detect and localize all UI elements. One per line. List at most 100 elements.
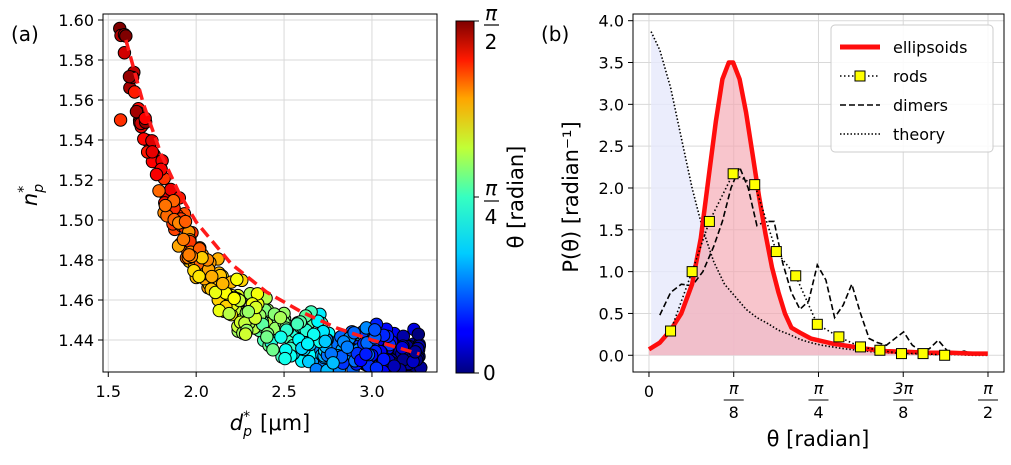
legend: ellipsoids rods dimers theory <box>830 24 994 153</box>
y-tick-label: 1.56 <box>58 91 94 110</box>
scatter-point <box>340 340 355 354</box>
x-tick-label: 0 <box>644 382 654 401</box>
panel-a-points <box>113 21 428 394</box>
x-tick-numerator: π <box>729 379 739 398</box>
theory-line <box>650 31 988 357</box>
x-tick-label: 2.5 <box>271 382 296 401</box>
scatter-point <box>411 327 426 341</box>
y-tick-label: 1.60 <box>58 11 94 30</box>
scatter-point <box>238 327 253 341</box>
scatter-point <box>205 269 219 284</box>
x-tick-label: 1.5 <box>96 382 121 401</box>
scatter-point <box>290 317 305 331</box>
scatter-point <box>122 69 137 84</box>
panel-label-b: (b) <box>541 22 569 46</box>
ellipsoids-area <box>648 62 988 356</box>
scatter-point <box>377 352 391 367</box>
rods-marker <box>703 215 715 227</box>
y-tick-label: 3.0 <box>599 95 624 114</box>
scatter-point <box>403 370 412 372</box>
scatter-point <box>300 337 315 351</box>
x-tick-denominator: 8 <box>729 403 739 422</box>
svg-text:2: 2 <box>485 30 498 54</box>
y-tick-label: 1.52 <box>58 171 94 190</box>
svg-text:π: π <box>485 1 498 25</box>
y-tick-label: 4.0 <box>599 12 624 31</box>
panel-a-ylabel: n*p <box>16 184 47 206</box>
scatter-point <box>230 272 244 287</box>
y-tick-label: 1.0 <box>599 263 624 282</box>
x-tick-label: 2.0 <box>183 382 208 401</box>
scatter-point <box>332 374 344 386</box>
scatter-point <box>368 323 382 337</box>
x-tick-denominator: 2 <box>983 403 993 422</box>
rods-marker <box>895 348 907 360</box>
scatter-point <box>326 356 340 370</box>
x-tick-numerator: 3π <box>893 379 913 398</box>
scatter-point <box>274 330 288 344</box>
colorbar-tick-0: 0 <box>483 361 496 385</box>
y-tick-label: 1.48 <box>58 251 94 270</box>
y-tick-label: 1.46 <box>58 291 94 310</box>
rods-marker <box>833 331 845 343</box>
svg-text:π: π <box>485 176 498 200</box>
scatter-point <box>307 327 321 342</box>
rods-marker <box>770 246 782 258</box>
y-tick-label: 0.0 <box>599 346 624 365</box>
scatter-point <box>227 291 241 306</box>
scatter-point <box>152 184 166 198</box>
panel-a-ticks: 1.5 2.0 2.5 3.0 1.44 1.46 1.48 1.50 1.52 1.54 1.56… <box>58 11 384 401</box>
panel-a-xlabel: d* p [μm] <box>230 409 310 440</box>
rods-marker <box>790 270 802 282</box>
legend-rods: rods <box>893 67 928 86</box>
scatter-point <box>176 232 191 247</box>
x-tick-denominator: 8 <box>898 403 908 422</box>
rods-marker <box>874 344 886 356</box>
scatter-point <box>145 145 160 159</box>
svg-text:4: 4 <box>485 205 498 229</box>
colorbar-tick-pi2: π 2 <box>484 1 499 54</box>
panel-a-frame <box>102 13 438 373</box>
x-tick-denominator: 4 <box>813 403 823 422</box>
legend-marker-rods <box>854 70 866 82</box>
rods-line <box>669 172 945 357</box>
scatter-point <box>278 351 292 366</box>
scatter-point <box>402 374 414 386</box>
rods-marker <box>749 179 761 191</box>
scatter-point <box>260 330 274 344</box>
colorbar-ticks <box>474 20 479 374</box>
scatter-point <box>387 359 401 372</box>
rods-marker <box>727 168 739 180</box>
panel-b-ylabel: P(θ) [radian⁻¹] <box>559 121 583 272</box>
scatter-point <box>222 306 236 321</box>
x-tick-label: π8 <box>723 379 744 422</box>
x-tick-label: 3.0 <box>359 382 384 401</box>
scatter-point <box>113 113 128 127</box>
scatter-point <box>216 276 230 291</box>
scatter-point <box>241 304 256 319</box>
y-tick-label: 3.5 <box>599 54 624 73</box>
legend-theory: theory <box>893 125 945 144</box>
rods-marker <box>665 325 677 337</box>
y-tick-label: 1.44 <box>58 331 94 350</box>
panel-b-areas <box>648 31 988 356</box>
panel-b-xlabel: θ [radian] <box>767 427 870 451</box>
panel-label-a: (a) <box>11 22 39 46</box>
scatter-point <box>149 167 164 182</box>
scatter-point <box>178 214 193 229</box>
x-tick-label: π2 <box>977 379 998 422</box>
y-tick-label: 1.50 <box>58 211 94 230</box>
scatter-point <box>158 198 173 213</box>
legend-dimers: dimers <box>893 96 948 115</box>
scatter-point <box>389 370 397 372</box>
scatter-point <box>318 334 332 349</box>
scatter-point <box>415 382 427 394</box>
y-tick-label: 0.5 <box>599 304 624 323</box>
scatter-point <box>349 371 354 372</box>
panel-b-lines <box>647 31 988 361</box>
colorbar-tick-pi4: π 4 <box>484 176 499 229</box>
y-tick-label: 1.5 <box>599 221 624 240</box>
x-tick-label: 3π8 <box>893 379 914 422</box>
